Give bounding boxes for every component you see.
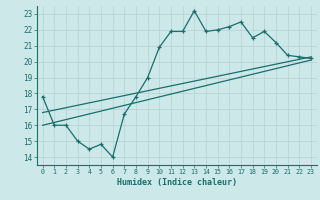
X-axis label: Humidex (Indice chaleur): Humidex (Indice chaleur) — [117, 178, 237, 187]
